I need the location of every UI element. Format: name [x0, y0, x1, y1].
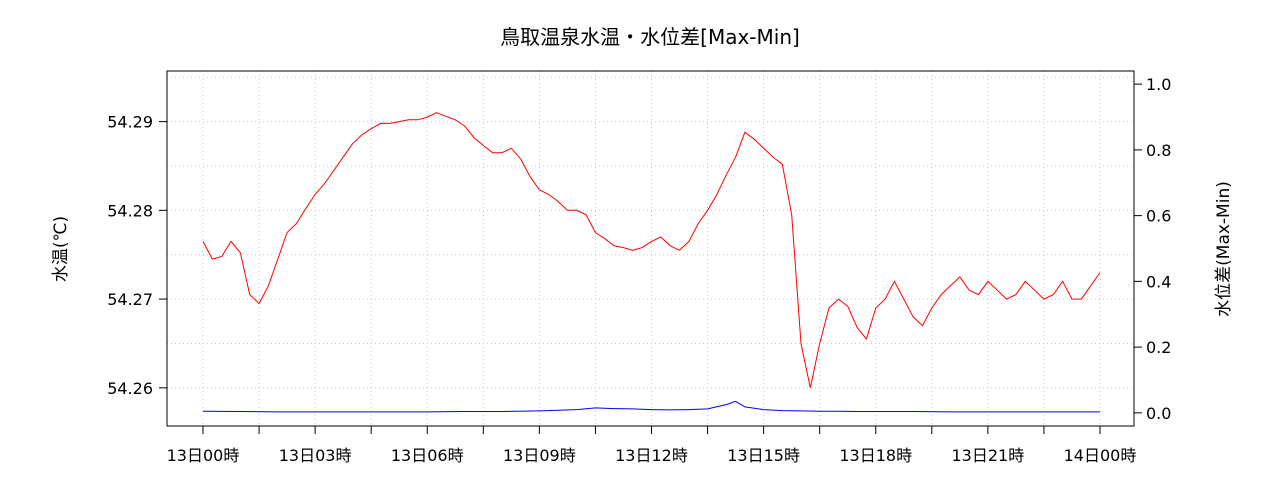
y2-tick-label: 0.4	[1146, 272, 1171, 291]
x-tick-label: 13日00時	[167, 446, 240, 465]
series-layer	[202, 112, 1101, 413]
y-tick-label: 54.26	[107, 379, 153, 398]
x-tick-label: 13日09時	[503, 446, 576, 465]
y-tick-label: 54.29	[107, 113, 153, 132]
x-tick-label: 13日15時	[727, 446, 800, 465]
y2-tick-label: 0.0	[1146, 404, 1171, 423]
x-tick-label: 13日21時	[952, 446, 1025, 465]
y2-tick-label: 1.0	[1146, 75, 1171, 94]
y2-tick-label: 0.6	[1146, 207, 1171, 226]
y2-tick-label: 0.8	[1146, 141, 1171, 160]
x-tick-label: 13日18時	[839, 446, 912, 465]
plot-frame	[166, 70, 1135, 427]
y-tick-label: 54.28	[107, 201, 153, 220]
grid	[167, 71, 1134, 426]
chart-title: 鳥取温泉水温・水位差[Max-Min]	[500, 25, 800, 49]
series-line-temperature	[202, 112, 1101, 388]
x-tick-label: 14日00時	[1064, 446, 1137, 465]
x-tick-label: 13日06時	[391, 446, 464, 465]
y2-axis-title: 水位差(Max-Min)	[1214, 181, 1234, 317]
y-tick-label: 54.27	[107, 290, 153, 309]
axes: 13日00時 13日03時 13日06時 13日09時 13日12時 13日15時 13日1…	[107, 75, 1171, 465]
x-tick-label: 13日12時	[615, 446, 688, 465]
y-axis-title: 水温(℃)	[51, 216, 71, 282]
y2-tick-label: 0.2	[1146, 338, 1171, 357]
series-line-water-level-diff	[202, 400, 1100, 413]
x-tick-label: 13日03時	[279, 446, 352, 465]
